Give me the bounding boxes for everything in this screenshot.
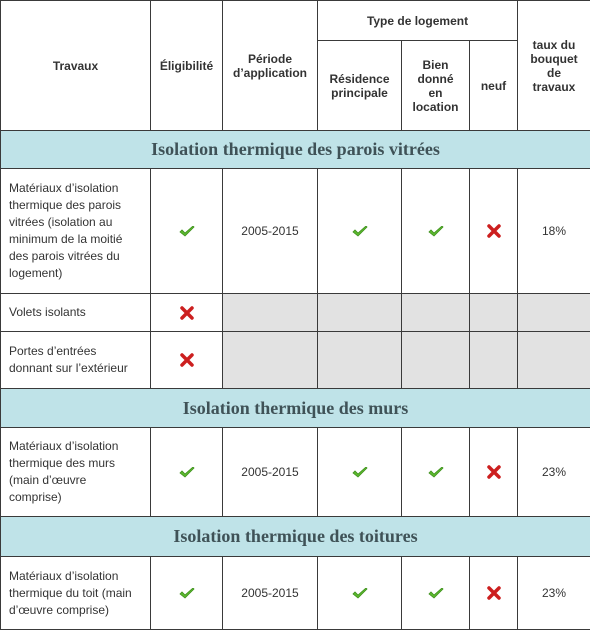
check-shape [351, 587, 368, 599]
period-cell: 2005-2015 [222, 427, 318, 517]
icon-cell [150, 427, 223, 517]
icon-cell [317, 427, 402, 517]
cross-icon [486, 586, 501, 601]
cross-shape [179, 353, 194, 368]
check-shape [178, 225, 195, 237]
cross-icon [179, 353, 194, 368]
icon-cell [401, 427, 470, 517]
icon-cell [317, 168, 402, 294]
header-cell: Type de logement [316, 0, 519, 41]
icon-cell [468, 556, 519, 630]
empty-cell [317, 331, 402, 389]
header-cell: neuf [468, 40, 519, 131]
header-cell: Bien donné en location [401, 40, 470, 131]
travaux-cell: Portes d’entrées donnant sur l’extérieur [0, 331, 151, 389]
check-shape [351, 466, 368, 478]
rate-cell: 18% [517, 168, 590, 294]
section-title: Isolation thermique des toitures [0, 516, 590, 557]
period-cell: 2005-2015 [222, 556, 318, 630]
check-shape [427, 466, 444, 478]
empty-cell [401, 293, 470, 332]
icon-cell [317, 556, 402, 630]
check-shape [427, 587, 444, 599]
cross-shape [486, 586, 501, 601]
period-cell: 2005-2015 [222, 168, 318, 294]
icon-cell [401, 556, 470, 630]
check-icon [178, 466, 195, 478]
header-cell: taux du bouquet de travaux [517, 0, 590, 131]
empty-cell [517, 331, 590, 389]
header-cell: Éligibilité [150, 0, 223, 131]
empty-cell [222, 331, 318, 389]
check-shape [178, 587, 195, 599]
check-icon [427, 466, 444, 478]
header-cell: Résidence principale [317, 40, 402, 131]
travaux-cell: Matériaux d’isolation thermique des murs… [0, 427, 151, 517]
travaux-cell: Matériaux d’isolation thermique des paro… [0, 168, 151, 294]
check-shape [351, 225, 368, 237]
cross-icon [486, 224, 501, 239]
header-cell: Travaux [0, 0, 151, 131]
icon-cell [150, 293, 223, 332]
empty-cell [468, 293, 519, 332]
rate-cell: 23% [517, 556, 590, 630]
check-icon [178, 587, 195, 599]
check-icon [351, 466, 368, 478]
check-shape [427, 225, 444, 237]
empty-cell [517, 293, 590, 332]
icon-cell [468, 427, 519, 517]
check-icon [427, 225, 444, 237]
header-cell: Période d’application [222, 0, 318, 131]
empty-cell [468, 331, 519, 389]
cross-icon [486, 465, 501, 480]
cross-shape [179, 306, 194, 320]
travaux-cell: Matériaux d’isolation thermique du toit … [0, 556, 151, 630]
check-icon [427, 587, 444, 599]
empty-cell [317, 293, 402, 332]
empty-cell [401, 331, 470, 389]
icon-cell [401, 168, 470, 294]
check-icon [351, 587, 368, 599]
check-icon [178, 225, 195, 237]
check-shape [178, 466, 195, 478]
travaux-cell: Volets isolants [0, 293, 151, 332]
icon-cell [150, 331, 223, 389]
icon-cell [468, 168, 519, 294]
rate-cell: 23% [517, 427, 590, 517]
icon-cell [150, 556, 223, 630]
section-title: Isolation thermique des murs [0, 388, 590, 428]
cross-icon [179, 306, 194, 320]
icon-cell [150, 168, 223, 294]
empty-cell [222, 293, 318, 332]
cross-shape [486, 224, 501, 239]
cross-shape [486, 465, 501, 480]
section-title: Isolation thermique des parois vitrées [0, 130, 590, 169]
check-icon [351, 225, 368, 237]
